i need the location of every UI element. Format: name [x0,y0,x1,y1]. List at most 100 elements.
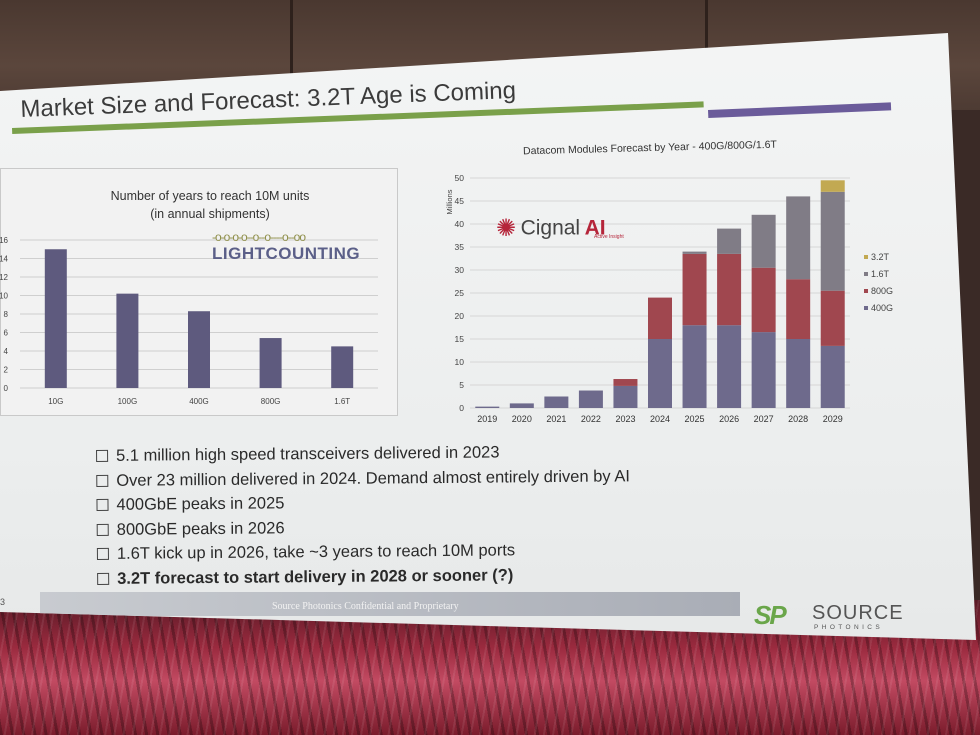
legend-label: 3.2T [871,252,890,262]
stacked-bar-segment [682,325,707,408]
lightcounting-wordmark: LIGHTCOUNTING [212,244,361,263]
y-tick-label: 10 [455,357,465,367]
bar [331,346,354,388]
stacked-bar-segment [751,332,776,408]
bullet-list: 5.1 million high speed transceivers deli… [96,442,631,594]
legend-swatch [864,306,868,310]
stacked-bar-segment [509,403,534,408]
sp-logo-mark: SP [754,600,787,630]
checkbox-bullet-icon [96,523,109,536]
stacked-bar-segment [578,390,603,408]
stacked-bar-segment [613,379,638,386]
bullet-text: Over 23 million delivered in 2024. Deman… [116,466,630,490]
y-tick-label: 14 [0,255,9,264]
stacked-bar-segment [682,251,707,254]
checkbox-bullet-icon [97,572,110,585]
chart-title-line: Number of years to reach 10M units [110,189,310,203]
y-tick-label: 0 [459,403,464,413]
legend-label: 400G [871,303,893,313]
x-tick-label: 1.6T [334,397,350,406]
stacked-bar-segment [648,297,672,339]
x-tick-label: 2023 [615,414,635,424]
lightcounting-logo: -o-o-o-o--o--o----o--oo LIGHTCOUNTING [212,230,372,272]
footer-band [40,592,740,616]
lightcounting-dots-icon: -o-o-o-o--o--o----o--oo [212,230,306,244]
cignal-tagline: Active Insight [594,234,624,240]
stacked-bar-segment [820,191,845,291]
stacked-bar-segment [475,406,500,408]
cignal-chart-title: Datacom Modules Forecast by Year - 400G/… [522,138,778,158]
stacked-bar-segment [648,339,672,408]
bullet-text: 1.6T kick up in 2026, take ~3 years to r… [116,541,516,563]
cignal-ai-mark: AI [584,216,606,240]
bullet-text: 3.2T forecast to start delivery in 2028 … [117,565,514,588]
bullet-text: 5.1 million high speed transceivers deli… [115,443,500,465]
cignal-logo: ✺ Cignal AI Active Insight [496,214,624,243]
x-tick-label: 2019 [477,414,497,424]
bar [116,293,139,388]
stacked-bar-segment [717,253,742,326]
cignal-star-icon: ✺ [496,215,517,242]
checkbox-bullet-icon [96,547,109,560]
x-tick-label: 2029 [823,414,843,424]
y-tick-label: 6 [4,329,9,338]
y-tick-label: 40 [455,219,465,229]
checkbox-bullet-icon [96,498,109,511]
y-tick-label: 4 [4,347,9,356]
stacked-bar-segment [786,196,811,280]
x-tick-label: 2020 [512,414,532,424]
stacked-bar-segment [751,214,776,268]
stacked-bar-segment [717,228,742,254]
x-tick-label: 400G [189,397,209,406]
bar [259,338,282,388]
legend-label: 1.6T [871,269,890,279]
y-tick-label: 8 [4,310,9,319]
chart-title-line: (in annual shipments) [150,207,270,221]
y-tick-label: 35 [455,242,465,252]
y-tick-label: 10 [0,292,9,301]
y-tick-label: 50 [455,173,465,183]
checkbox-bullet-icon [96,449,109,462]
lightcounting-bar-chart: 0 2 4 6 8 10 12 14 16 10G 100G 400G 800G 1.6T [0,236,378,406]
company-name: SOURCE [812,602,904,624]
y-tick-label: 16 [0,236,9,245]
cignal-wordmark: Cignal [520,216,581,240]
wall-seam [290,0,293,95]
page-number: 3 [0,597,6,607]
y-tick-label: 2 [4,366,9,375]
footer-text: Source Photonics Confidential and Propri… [272,601,459,612]
y-tick-label: 15 [455,334,465,344]
bullet-text: 400GbE peaks in 2025 [116,494,285,514]
company-subname: PHOTONICS [814,624,884,631]
x-tick-label: 2028 [788,414,808,424]
x-tick-label: 2021 [546,414,566,424]
stacked-bar-segment [682,253,707,326]
bar [188,311,210,388]
y-axis-label: Millions [445,189,454,214]
source-photonics-logo: SP SOURCE PHOTONICS [754,600,903,631]
stacked-bar-segment [786,279,811,339]
y-tick-label: 12 [0,273,9,282]
legend-swatch [864,289,868,293]
bullet-text: 800GbE peaks in 2026 [116,518,285,539]
bullet-item: 3.2T forecast to start delivery in 2028 … [97,565,631,594]
stacked-bar-segment [613,385,638,408]
checkbox-bullet-icon [96,474,109,487]
stacked-bar-segment [820,290,845,346]
x-tick-label: 10G [48,397,63,406]
wall-seam [705,0,708,95]
legend-swatch [864,255,868,259]
y-tick-label: 25 [455,288,465,298]
y-tick-label: 45 [455,196,465,206]
x-tick-label: 2022 [581,414,601,424]
x-tick-label: 2026 [719,414,739,424]
x-tick-label: 2025 [685,414,705,424]
legend-label: 800G [871,286,893,296]
y-tick-label: 30 [455,265,465,275]
x-tick-label: 800G [261,397,281,406]
stacked-bar-segment [717,325,742,408]
bar [44,249,67,388]
title-rule-purple [708,102,892,118]
